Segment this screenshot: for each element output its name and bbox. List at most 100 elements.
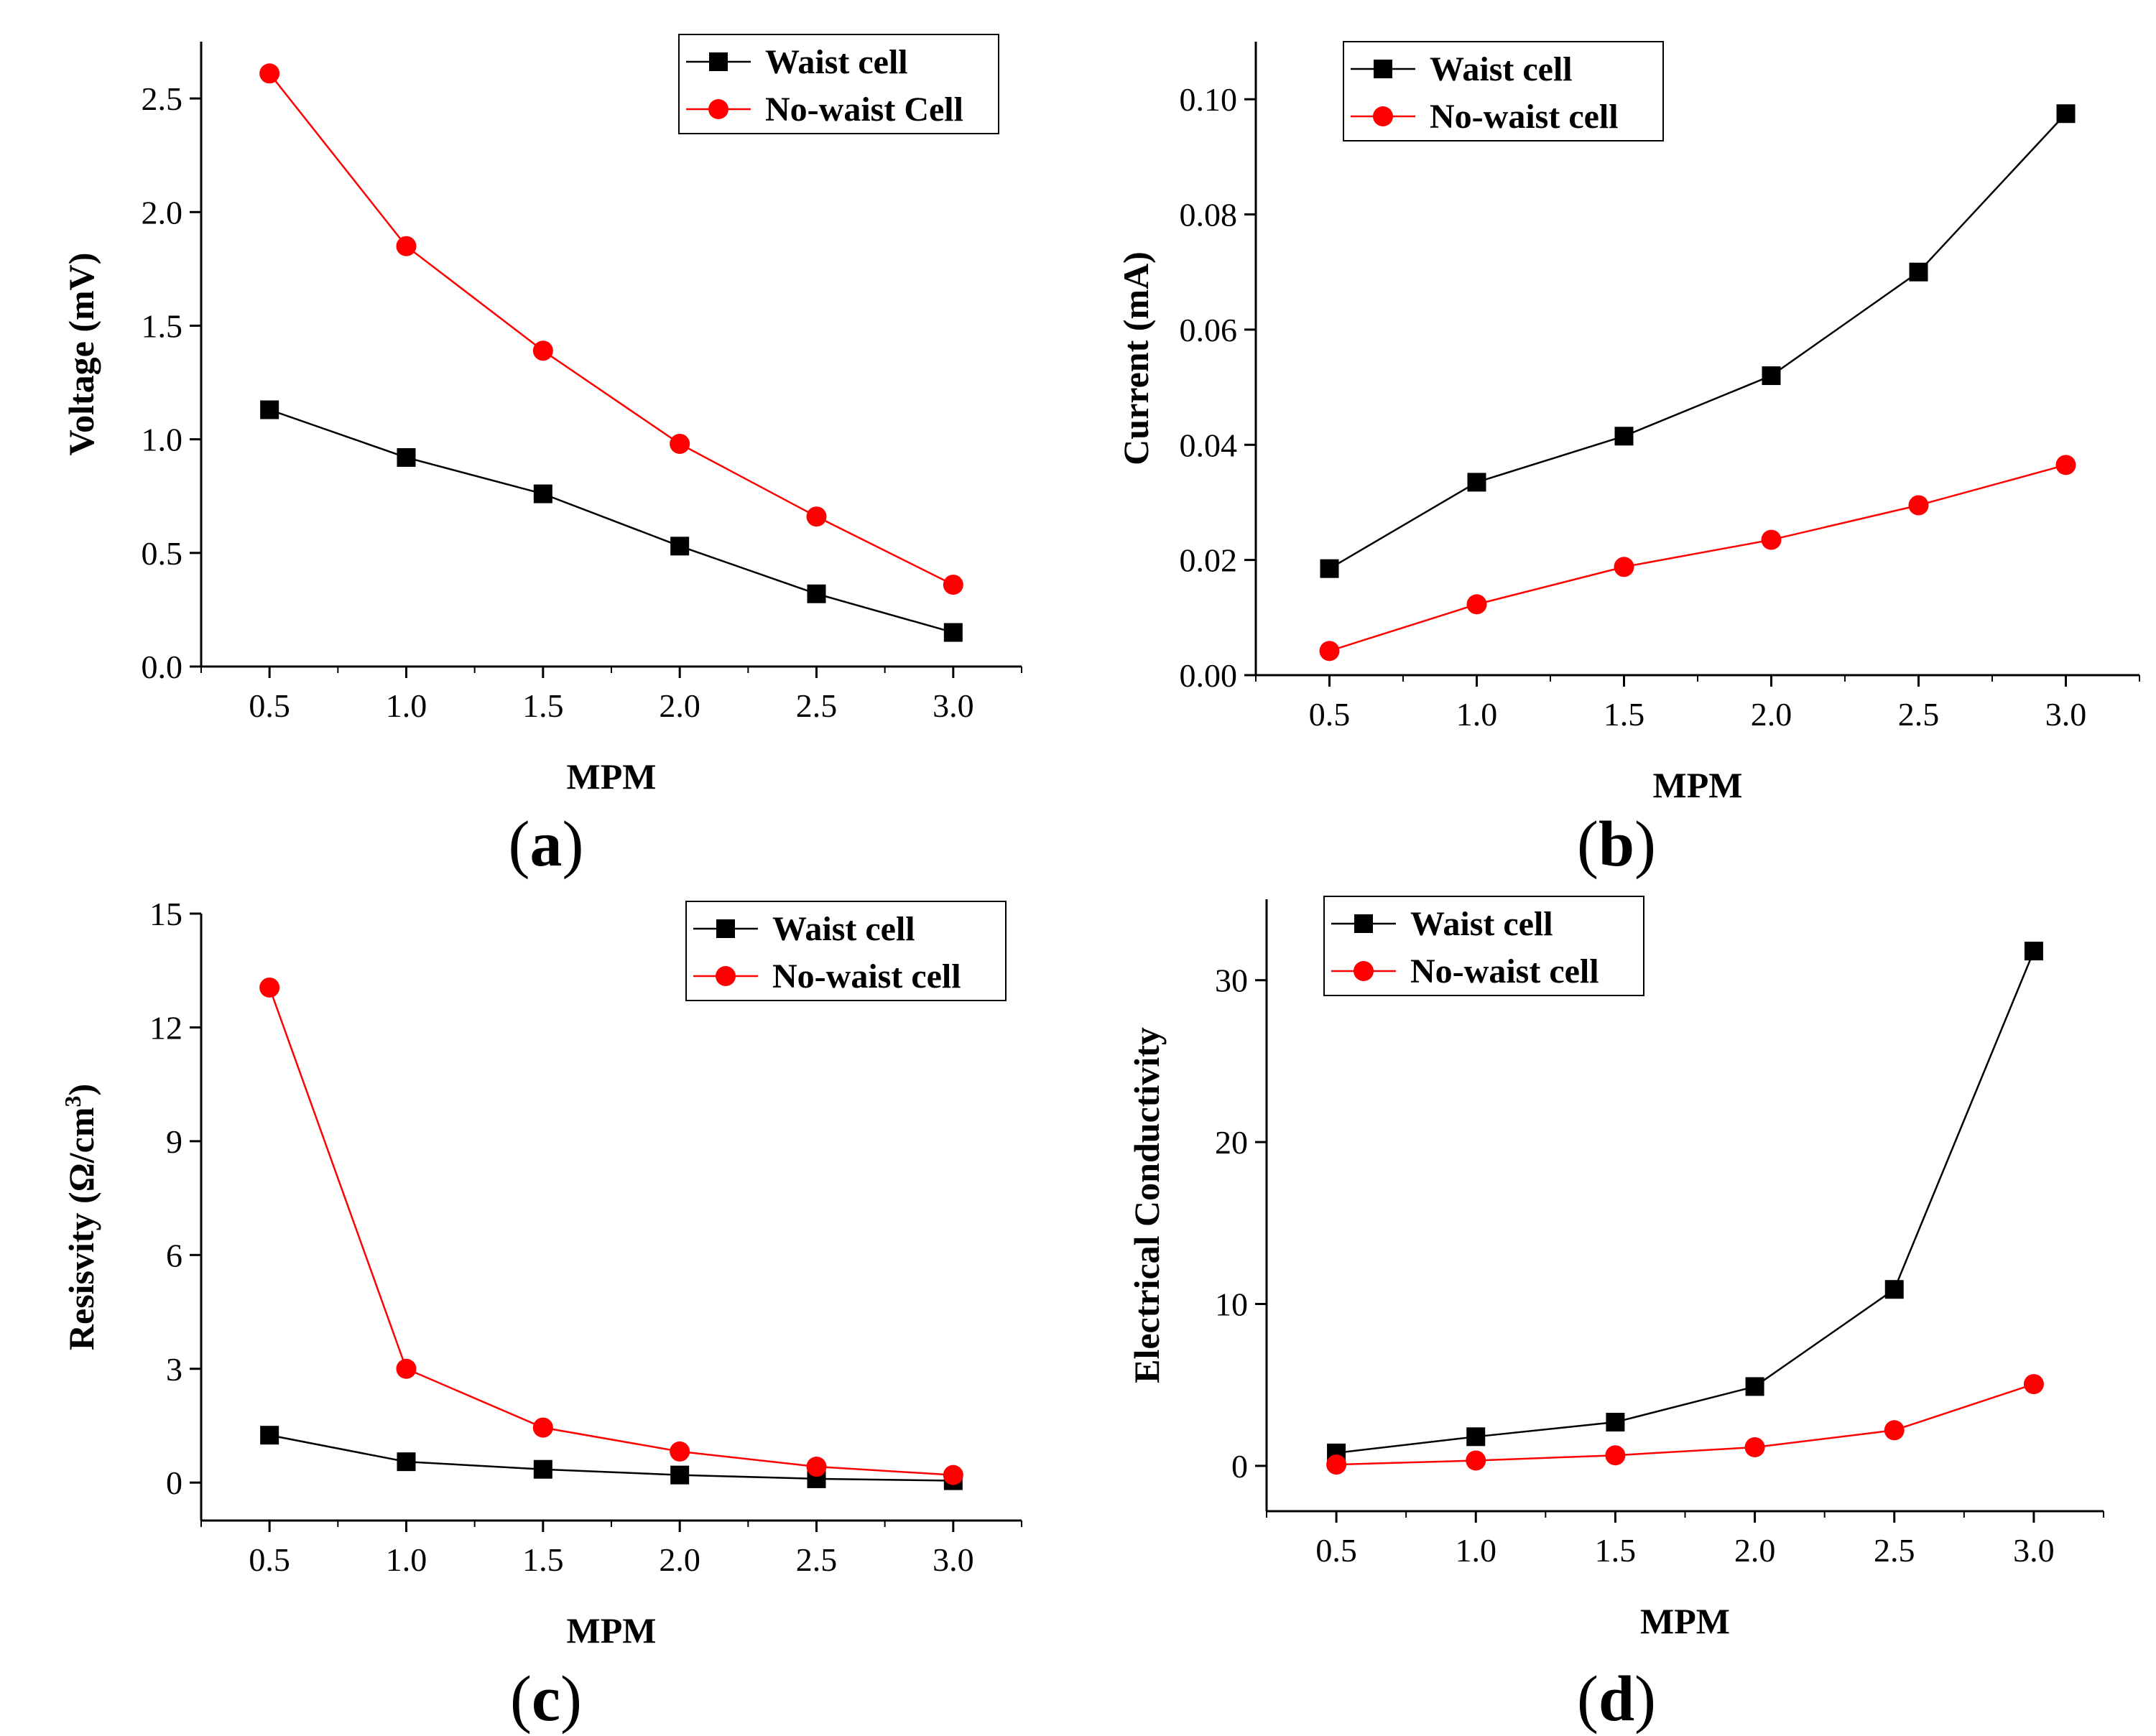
y-tick-label-c: 3 <box>166 1351 182 1388</box>
y-tick-label-b: 0.04 <box>1180 427 1238 463</box>
y-tick-label-a: 2.5 <box>142 80 183 117</box>
legend-label-a: No-waist Cell <box>765 90 963 129</box>
legend-d: Waist cell No-waist cell <box>1323 896 1644 996</box>
panel-label-d: (d) <box>1577 1663 1656 1735</box>
x-tick-label-c: 2.0 <box>659 1541 700 1578</box>
series-a-waist <box>260 400 963 642</box>
data-point-c-no-waist <box>396 1358 417 1379</box>
data-point-a-no-waist <box>943 575 963 595</box>
data-point-c-waist <box>397 1452 416 1472</box>
legend-marker-b <box>1374 60 1392 78</box>
series-line-a <box>269 73 954 586</box>
data-point-a-no-waist <box>670 433 690 454</box>
data-point-a-waist <box>533 484 552 503</box>
data-point-b-waist <box>1320 559 1339 578</box>
legend-box-a <box>678 34 999 134</box>
series-d-no-waist <box>1326 1374 2044 1475</box>
y-tick-label-c: 9 <box>166 1123 182 1160</box>
x-tick-label-c: 2.5 <box>796 1541 838 1578</box>
x-tick-label-a: 1.5 <box>522 687 564 724</box>
legend-label-d: No-waist cell <box>1410 952 1599 990</box>
data-point-d-no-waist <box>1744 1436 1765 1457</box>
data-point-d-waist <box>1884 1280 1904 1299</box>
x-tick-label-c: 0.5 <box>249 1541 290 1578</box>
data-point-b-no-waist <box>1319 641 1340 662</box>
x-axis-label-a: MPM <box>567 756 657 797</box>
x-tick-label-a: 2.5 <box>796 687 838 724</box>
panel-c: 0 3 6 9 12 15 0.5 1.0 1.5 2.0 2.5 3.0 MPM Resisvity (… <box>60 896 1022 1735</box>
x-tick-label-d: 3.0 <box>2013 1532 2055 1569</box>
data-point-b-no-waist <box>1466 594 1487 615</box>
data-point-b-waist <box>1762 366 1781 386</box>
data-point-d-waist <box>1466 1427 1486 1447</box>
data-point-b-no-waist <box>2055 455 2076 475</box>
y-tick-label-b: 0.10 <box>1180 81 1238 118</box>
series-line-d <box>1336 1383 2035 1466</box>
data-point-d-no-waist <box>1605 1445 1626 1466</box>
data-point-c-waist <box>670 1465 690 1485</box>
data-point-c-waist <box>533 1459 552 1479</box>
x-tick-label-b: 1.5 <box>1604 696 1645 733</box>
y-tick-label-c: 12 <box>149 1009 182 1046</box>
legend-box-d <box>1323 896 1644 996</box>
series-a-no-waist <box>259 63 963 595</box>
data-point-c-no-waist <box>806 1457 827 1477</box>
y-tick-label-c: 0 <box>166 1465 182 1501</box>
legend-label-b: No-waist cell <box>1430 98 1619 136</box>
legend-label-c: Waist cell <box>772 910 915 948</box>
legend-a: Waist cell No-waist Cell <box>678 34 999 134</box>
x-tick-label-a: 3.0 <box>933 687 974 724</box>
data-point-d-no-waist <box>1326 1454 1347 1475</box>
x-tick-label-b: 0.5 <box>1309 696 1351 733</box>
data-point-a-waist <box>260 400 279 419</box>
x-tick-label-c: 3.0 <box>933 1541 974 1578</box>
x-tick-label-b: 2.5 <box>1898 696 1940 733</box>
data-point-a-waist <box>670 537 690 556</box>
legend-box-c <box>685 901 1007 1001</box>
y-tick-label-d: 10 <box>1215 1286 1248 1322</box>
x-tick-label-b: 2.0 <box>1751 696 1792 733</box>
y-axis-label-b: Current (mA) <box>1116 251 1156 465</box>
series-line-b <box>1328 113 2067 570</box>
data-point-a-waist <box>397 447 416 467</box>
y-tick-label-c: 6 <box>166 1237 182 1273</box>
legend-marker-d <box>1354 914 1373 933</box>
y-tick-label-a: 2.0 <box>142 194 183 231</box>
series-line-b <box>1329 464 2066 652</box>
data-point-a-no-waist <box>259 63 280 84</box>
data-point-b-no-waist <box>1908 495 1929 516</box>
legend-marker-d <box>1354 961 1374 981</box>
legend-box-b <box>1343 41 1664 141</box>
y-axis-label-a: Voltage (mV) <box>61 253 101 456</box>
x-tick-label-a: 2.0 <box>659 687 700 724</box>
data-point-a-no-waist <box>806 506 827 527</box>
data-point-c-no-waist <box>259 977 280 998</box>
data-point-d-waist <box>1745 1377 1764 1396</box>
series-line-d <box>1336 950 2035 1454</box>
series-c-no-waist <box>259 977 963 1485</box>
data-point-a-waist <box>807 584 826 603</box>
x-axis-label-d: MPM <box>1640 1601 1730 1641</box>
panel-label-b: (b) <box>1577 809 1656 880</box>
x-tick-label-d: 1.5 <box>1595 1532 1637 1569</box>
data-point-b-waist <box>1614 427 1634 446</box>
series-b-no-waist <box>1319 455 2076 662</box>
y-tick-label-a: 0.5 <box>142 535 183 572</box>
y-tick-label-b: 0.08 <box>1180 197 1238 233</box>
data-point-a-no-waist <box>396 236 417 256</box>
legend-marker-c <box>716 966 736 986</box>
x-tick-label-b: 1.0 <box>1456 696 1498 733</box>
series-line-c <box>269 1434 953 1482</box>
y-tick-label-d: 0 <box>1231 1448 1248 1485</box>
legend-label-c: No-waist cell <box>772 957 961 995</box>
legend-marker-a <box>709 52 728 71</box>
data-point-b-waist <box>1467 473 1486 492</box>
series-b-waist <box>1320 104 2076 578</box>
legend-label-b: Waist cell <box>1430 50 1573 88</box>
data-point-c-no-waist <box>532 1417 553 1438</box>
data-point-d-waist <box>2024 942 2043 961</box>
legend-b: Waist cell No-waist cell <box>1343 41 1664 141</box>
data-point-c-no-waist <box>943 1465 963 1485</box>
data-point-b-waist <box>1909 262 1928 282</box>
